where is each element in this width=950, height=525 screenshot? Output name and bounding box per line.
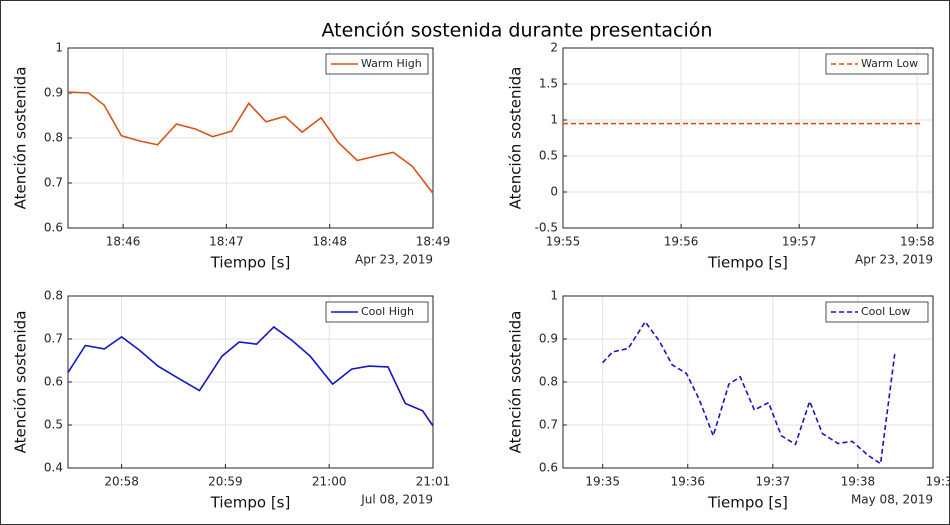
axes-box (67, 47, 434, 229)
data-line (602, 320, 896, 466)
y-tick-label: 0.8 (44, 289, 63, 303)
x-tick-label: 18:47 (209, 235, 244, 249)
date-label: Apr 23, 2019 (855, 253, 933, 267)
y-tick-label: 1 (55, 41, 63, 55)
x-axis-label: Tiempo [s] (210, 254, 291, 272)
legend-box (325, 301, 429, 323)
y-tick-label: 0 (550, 185, 558, 199)
y-tick-label: 0.7 (539, 418, 558, 432)
legend-box (825, 301, 929, 323)
x-tick-label: 19:57 (782, 235, 817, 249)
date-label: Jul 08, 2019 (360, 493, 433, 507)
y-tick-label: 0.7 (44, 176, 63, 190)
x-tick-label: 19:58 (900, 235, 935, 249)
x-tick-label: 20:59 (208, 475, 243, 489)
legend-box (825, 53, 929, 75)
data-line (67, 325, 434, 427)
y-tick-label: 0.6 (539, 461, 558, 475)
y-tick-label: 0.8 (44, 131, 63, 145)
x-tick-label: 18:49 (416, 235, 451, 249)
y-tick-label: 0.9 (539, 332, 558, 346)
axes-background (563, 48, 933, 228)
y-axis-label: Atención sostenida (507, 311, 525, 454)
x-tick-label: 21:00 (312, 475, 347, 489)
axes-box (562, 295, 934, 469)
x-tick-label: 19:36 (670, 475, 705, 489)
legend-box (325, 53, 429, 75)
date-label: Apr 23, 2019 (355, 253, 433, 267)
y-tick-label: 1 (550, 289, 558, 303)
y-tick-label: 2 (550, 41, 558, 55)
x-tick-label: 19:39 (926, 475, 950, 489)
date-label: May 08, 2019 (851, 493, 933, 507)
x-tick-label: 19:38 (841, 475, 876, 489)
legend-label: Cool High (361, 305, 414, 318)
y-tick-label: 1.5 (539, 77, 558, 91)
y-axis-label: Atención sostenida (507, 67, 525, 210)
x-tick-label: 19:37 (756, 475, 791, 489)
x-tick-label: 19:55 (546, 235, 581, 249)
axes-box (562, 47, 934, 229)
y-tick-label: 0.6 (44, 221, 63, 235)
x-axis-label: Tiempo [s] (707, 254, 788, 272)
x-tick-label: 18:46 (106, 235, 141, 249)
x-tick-label: 19:35 (585, 475, 620, 489)
y-axis-label: Atención sostenida (12, 67, 30, 210)
y-axis-label: Atención sostenida (12, 311, 30, 454)
legend-label: Warm High (361, 57, 422, 70)
x-tick-label: 19:56 (664, 235, 699, 249)
legend-label: Cool Low (861, 305, 910, 318)
y-tick-label: -0.5 (535, 221, 558, 235)
y-tick-label: 0.4 (44, 461, 63, 475)
x-tick-label: 21:01 (416, 475, 451, 489)
x-tick-label: 18:48 (312, 235, 347, 249)
axes-box (67, 295, 434, 469)
figure-title: Atención sostenida durante presentación (322, 20, 713, 42)
y-tick-label: 0.5 (44, 418, 63, 432)
y-tick-label: 0.6 (44, 375, 63, 389)
x-axis-label: Tiempo [s] (210, 494, 291, 512)
x-tick-label: 20:58 (104, 475, 139, 489)
y-tick-label: 0.5 (539, 149, 558, 163)
y-tick-label: 0.7 (44, 332, 63, 346)
y-tick-label: 0.9 (44, 86, 63, 100)
data-line (67, 91, 434, 194)
y-tick-label: 0.8 (539, 375, 558, 389)
legend-label: Warm Low (861, 57, 918, 70)
x-axis-label: Tiempo [s] (707, 494, 788, 512)
y-tick-label: 1 (550, 113, 558, 127)
